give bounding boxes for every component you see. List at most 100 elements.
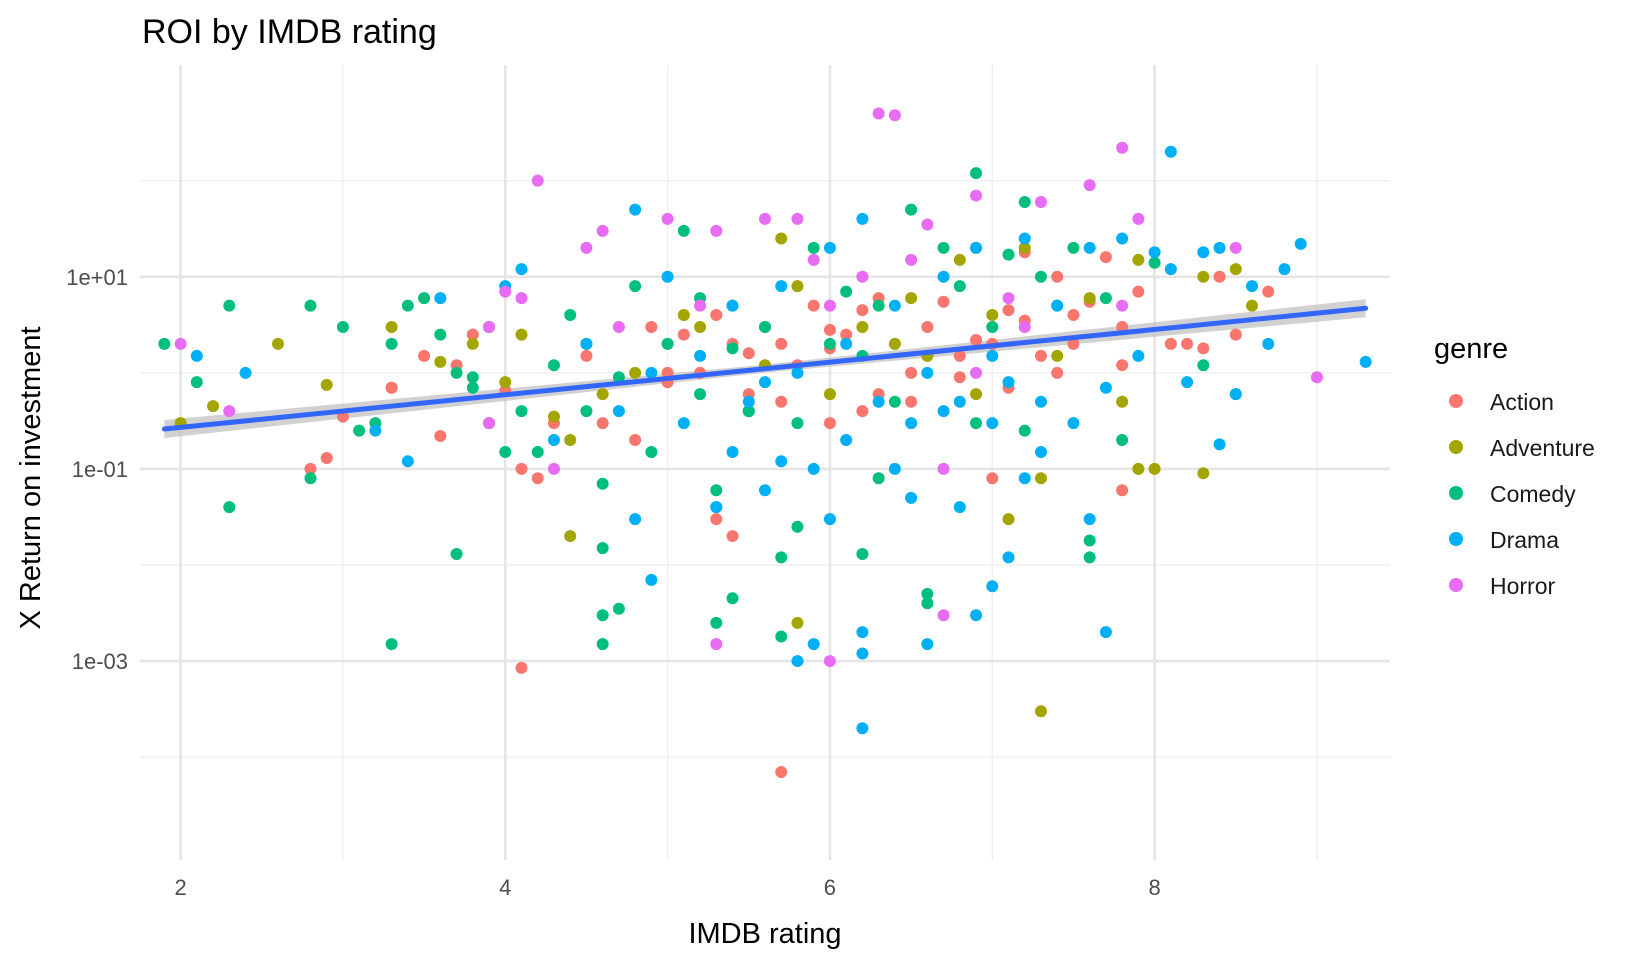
- data-point: [953, 253, 966, 266]
- data-point: [1116, 395, 1129, 408]
- data-point: [1148, 462, 1161, 475]
- data-point: [190, 376, 203, 389]
- data-point: [661, 270, 674, 283]
- data-point: [677, 417, 690, 430]
- data-point: [1148, 246, 1161, 259]
- data-point: [1132, 285, 1145, 298]
- data-point: [872, 472, 885, 485]
- data-point: [970, 417, 983, 430]
- series-horror: [174, 107, 1323, 668]
- data-point: [710, 513, 723, 526]
- data-point: [856, 548, 869, 561]
- data-point: [596, 417, 609, 430]
- data-point: [970, 167, 983, 180]
- data-point: [547, 410, 560, 423]
- data-point: [223, 501, 236, 514]
- legend-label-drama: Drama: [1490, 527, 1559, 553]
- data-point: [418, 349, 431, 362]
- legend-key-horror: [1449, 578, 1463, 592]
- data-point: [986, 580, 999, 593]
- data-point: [1018, 472, 1031, 485]
- legend-key-comedy: [1449, 486, 1463, 500]
- data-point: [970, 241, 983, 254]
- data-point: [888, 462, 901, 475]
- data-point: [807, 241, 820, 254]
- data-point: [856, 270, 869, 283]
- data-point: [531, 174, 544, 187]
- data-point: [823, 513, 836, 526]
- data-point: [953, 395, 966, 408]
- data-point: [1181, 376, 1194, 389]
- data-point: [385, 638, 398, 651]
- data-point: [564, 530, 577, 543]
- data-point: [937, 405, 950, 418]
- data-point: [726, 530, 739, 543]
- data-point: [1229, 328, 1242, 341]
- data-point: [856, 320, 869, 333]
- y-tick-label: 1e+01: [66, 265, 128, 290]
- data-point: [1294, 237, 1307, 250]
- data-point: [726, 342, 739, 355]
- data-point: [1018, 320, 1031, 333]
- data-point: [823, 388, 836, 401]
- data-point: [840, 337, 853, 350]
- y-tick-label: 1e-03: [72, 649, 128, 674]
- data-point: [775, 551, 788, 564]
- data-point: [856, 405, 869, 418]
- data-point: [1197, 246, 1210, 259]
- data-point: [401, 299, 414, 312]
- data-point: [466, 371, 479, 384]
- data-point: [1099, 251, 1112, 264]
- data-point: [953, 501, 966, 514]
- data-point: [775, 455, 788, 468]
- data-point: [612, 371, 625, 384]
- data-point: [905, 417, 918, 430]
- legend: genre Action Adventure Comedy Drama Horror: [1434, 333, 1595, 599]
- data-point: [888, 337, 901, 350]
- data-point: [645, 320, 658, 333]
- data-point: [353, 424, 366, 437]
- data-point: [1116, 299, 1129, 312]
- data-point: [775, 630, 788, 643]
- data-point: [1359, 355, 1372, 368]
- data-point: [986, 349, 999, 362]
- data-point: [547, 433, 560, 446]
- data-point: [1213, 270, 1226, 283]
- data-point: [791, 417, 804, 430]
- data-point: [1181, 337, 1194, 350]
- data-point: [174, 337, 187, 350]
- data-point: [1229, 388, 1242, 401]
- data-point: [856, 722, 869, 735]
- data-point: [547, 359, 560, 372]
- data-point: [937, 609, 950, 622]
- data-point: [1213, 241, 1226, 254]
- data-point: [937, 295, 950, 308]
- data-point: [1051, 349, 1064, 362]
- data-point: [1083, 241, 1096, 254]
- data-point: [1229, 263, 1242, 276]
- data-point: [320, 378, 333, 391]
- data-point: [986, 417, 999, 430]
- data-point: [207, 400, 220, 413]
- data-point: [840, 328, 853, 341]
- data-point: [775, 395, 788, 408]
- data-point: [499, 445, 512, 458]
- data-point: [1051, 270, 1064, 283]
- data-point: [710, 616, 723, 629]
- legend-label-comedy: Comedy: [1490, 481, 1576, 507]
- data-point: [807, 638, 820, 651]
- data-point: [1034, 349, 1047, 362]
- data-point: [1132, 349, 1145, 362]
- x-axis-title: IMDB rating: [688, 918, 841, 950]
- data-point: [434, 292, 447, 305]
- data-point: [694, 320, 707, 333]
- data-point: [1116, 359, 1129, 372]
- data-point: [661, 337, 674, 350]
- data-point: [336, 320, 349, 333]
- data-point: [840, 285, 853, 298]
- data-point: [856, 304, 869, 317]
- data-point: [515, 328, 528, 341]
- data-point: [759, 320, 771, 333]
- data-point: [434, 328, 447, 341]
- data-point: [1051, 299, 1064, 312]
